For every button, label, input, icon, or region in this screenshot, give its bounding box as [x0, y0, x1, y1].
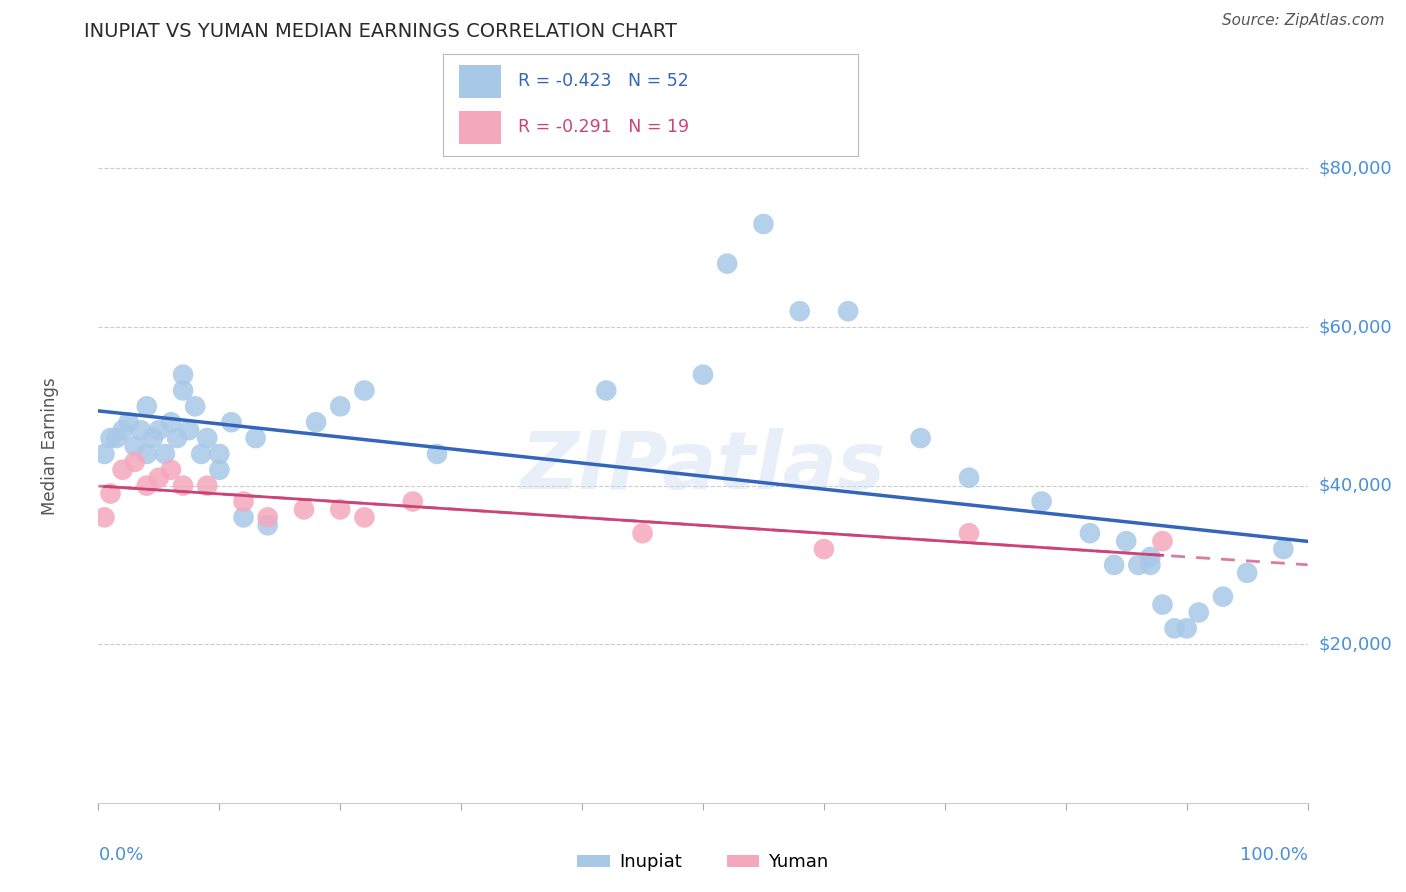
Point — [1163, 621, 1185, 635]
Point — [160, 463, 183, 477]
Point — [190, 447, 212, 461]
Text: R = -0.423   N = 52: R = -0.423 N = 52 — [517, 72, 689, 90]
Point — [353, 384, 375, 398]
Point — [148, 471, 170, 485]
Point — [160, 415, 183, 429]
Legend: Inupiat, Yuman: Inupiat, Yuman — [571, 847, 835, 879]
Point — [716, 257, 738, 271]
Point — [177, 423, 201, 437]
Text: R = -0.291   N = 19: R = -0.291 N = 19 — [517, 119, 689, 136]
Point — [353, 510, 375, 524]
Point — [1115, 534, 1137, 549]
Point — [100, 431, 122, 445]
Point — [329, 400, 352, 414]
Point — [1152, 534, 1174, 549]
Point — [256, 510, 278, 524]
Point — [195, 478, 218, 492]
Point — [93, 447, 115, 461]
Point — [135, 447, 157, 461]
Text: ZIPatlas: ZIPatlas — [520, 428, 886, 507]
Point — [256, 518, 278, 533]
Point — [813, 542, 835, 557]
Point — [100, 486, 122, 500]
Text: $60,000: $60,000 — [1319, 318, 1392, 336]
Point — [752, 217, 775, 231]
Point — [692, 368, 714, 382]
Text: INUPIAT VS YUMAN MEDIAN EARNINGS CORRELATION CHART: INUPIAT VS YUMAN MEDIAN EARNINGS CORRELA… — [84, 22, 678, 41]
Point — [124, 439, 146, 453]
Point — [172, 384, 194, 398]
Point — [1212, 590, 1234, 604]
Point — [129, 423, 152, 437]
Text: $40,000: $40,000 — [1319, 476, 1392, 495]
Point — [232, 494, 254, 508]
Point — [221, 415, 243, 429]
Point — [111, 463, 134, 477]
Point — [135, 478, 157, 492]
Text: $80,000: $80,000 — [1319, 160, 1392, 178]
Point — [305, 415, 328, 429]
Point — [329, 502, 352, 516]
Point — [631, 526, 654, 541]
Point — [148, 423, 170, 437]
Text: Source: ZipAtlas.com: Source: ZipAtlas.com — [1222, 13, 1385, 29]
Point — [208, 447, 231, 461]
Bar — [460, 65, 501, 97]
Point — [1236, 566, 1258, 580]
Point — [789, 304, 811, 318]
Point — [402, 494, 425, 508]
Point — [1128, 558, 1150, 572]
Point — [426, 447, 449, 461]
Point — [184, 400, 207, 414]
Point — [172, 478, 194, 492]
Point — [142, 431, 165, 445]
Point — [1031, 494, 1053, 508]
Point — [118, 415, 141, 429]
Point — [245, 431, 267, 445]
Point — [910, 431, 932, 445]
Point — [166, 431, 188, 445]
Point — [957, 526, 980, 541]
Point — [1078, 526, 1101, 541]
Point — [93, 510, 115, 524]
Point — [1152, 598, 1174, 612]
Point — [837, 304, 859, 318]
Point — [1139, 549, 1161, 564]
Point — [135, 400, 157, 414]
Point — [1188, 606, 1211, 620]
Point — [1102, 558, 1125, 572]
Point — [172, 368, 194, 382]
Text: $20,000: $20,000 — [1319, 635, 1392, 653]
Point — [1175, 621, 1198, 635]
Text: 100.0%: 100.0% — [1240, 846, 1308, 863]
Point — [153, 447, 176, 461]
Point — [1139, 558, 1161, 572]
Point — [232, 510, 254, 524]
Point — [208, 463, 231, 477]
Bar — [460, 111, 501, 144]
Point — [957, 471, 980, 485]
Point — [124, 455, 146, 469]
Point — [292, 502, 315, 516]
Text: Median Earnings: Median Earnings — [41, 377, 59, 515]
Text: 0.0%: 0.0% — [98, 846, 143, 863]
Point — [105, 431, 128, 445]
Point — [195, 431, 218, 445]
Point — [595, 384, 617, 398]
Point — [111, 423, 134, 437]
Point — [1272, 542, 1295, 557]
